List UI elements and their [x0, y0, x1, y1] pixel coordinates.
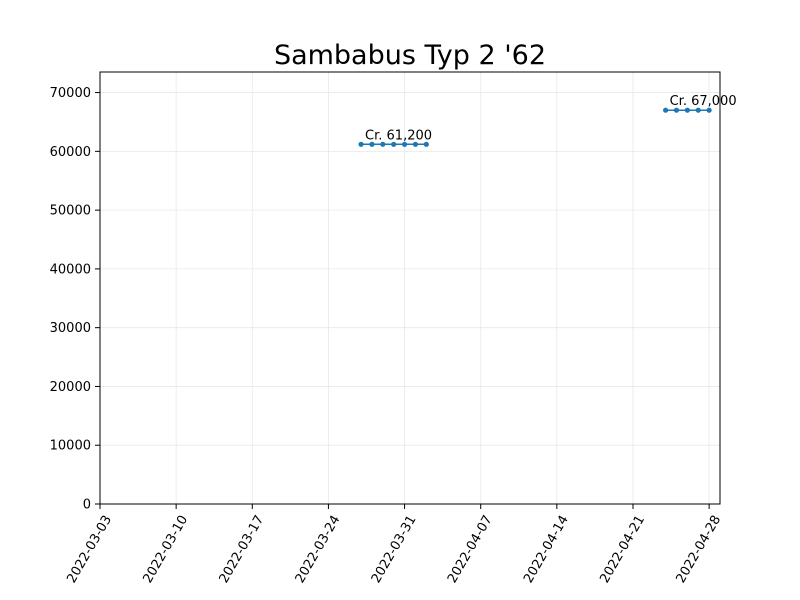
x-tick-label: 2022-04-07 — [445, 513, 496, 586]
y-tick-label: 30000 — [50, 321, 91, 336]
y-tick-label: 50000 — [50, 204, 91, 219]
series-layer — [358, 107, 712, 147]
data-point — [369, 141, 375, 147]
x-tick-label: 2022-04-28 — [673, 513, 724, 586]
y-tick-label: 20000 — [50, 380, 91, 395]
annotation-label: Cr. 67,000 — [670, 94, 737, 109]
annotation-layer: Cr. 61,200 Cr. 67,000 — [365, 94, 737, 143]
x-tick-label: 2022-03-31 — [369, 513, 420, 586]
y-tick-label: 10000 — [50, 439, 91, 454]
y-axis: 0 10000 20000 30000 40000 50000 60000 70000 — [50, 86, 100, 513]
data-point — [401, 141, 408, 147]
x-tick-label: 2022-04-14 — [521, 513, 572, 586]
y-tick-label: 70000 — [50, 86, 91, 101]
y-tick-label: 0 — [83, 498, 91, 513]
y-tick-label: 40000 — [50, 262, 91, 277]
annotation-label: Cr. 61,200 — [365, 128, 432, 143]
data-point — [423, 141, 429, 147]
grid — [99, 72, 720, 505]
data-point — [358, 141, 364, 147]
plot-area-frame — [99, 71, 721, 505]
chart-title: Sambabus Typ 2 '62 — [274, 40, 546, 71]
x-tick-label: 2022-04-21 — [597, 513, 648, 586]
x-tick-label: 2022-03-24 — [293, 513, 344, 586]
data-point — [391, 141, 397, 147]
data-point — [380, 141, 386, 147]
data-point — [695, 107, 701, 113]
x-axis: 2022-03-03 2022-03-10 2022-03-17 2022-03-24… — [64, 504, 724, 586]
x-tick-label: 2022-03-03 — [64, 513, 115, 586]
data-point — [663, 107, 669, 113]
data-point — [706, 107, 712, 113]
x-tick-label: 2022-03-17 — [217, 513, 268, 586]
data-point — [684, 107, 690, 113]
y-tick-label: 60000 — [50, 145, 91, 160]
x-tick-label: 2022-03-10 — [140, 513, 191, 586]
data-point — [412, 141, 419, 147]
data-point — [673, 107, 680, 113]
